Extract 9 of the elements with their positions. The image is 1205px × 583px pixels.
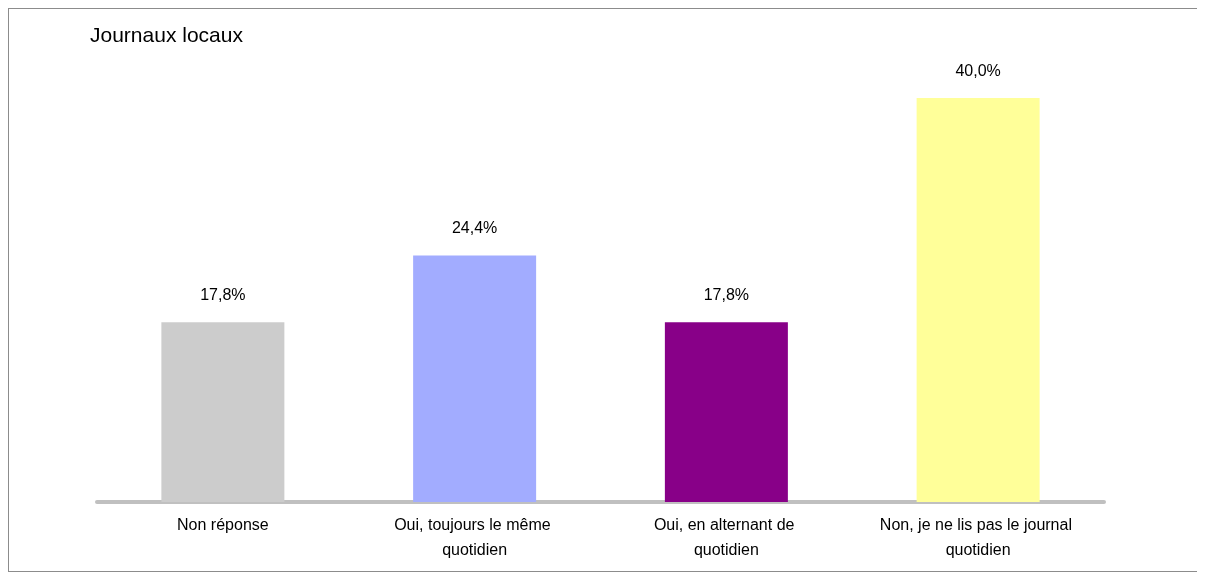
- data-label: 40,0%: [955, 61, 1001, 79]
- x-tick-label: Oui, toujours le même quotidien: [394, 516, 556, 558]
- chart-title: Journaux locaux: [90, 23, 244, 46]
- data-label: 24,4%: [451, 219, 498, 237]
- x-tick-label: Non, je ne lis pas le journal quotidien: [879, 516, 1077, 558]
- data-label: 17,8%: [703, 285, 750, 303]
- data-label: 17,8%: [200, 285, 246, 303]
- x-tick-label: Non réponse: [177, 516, 269, 533]
- x-tick-label: Oui, en alternant de quotidien: [653, 516, 799, 558]
